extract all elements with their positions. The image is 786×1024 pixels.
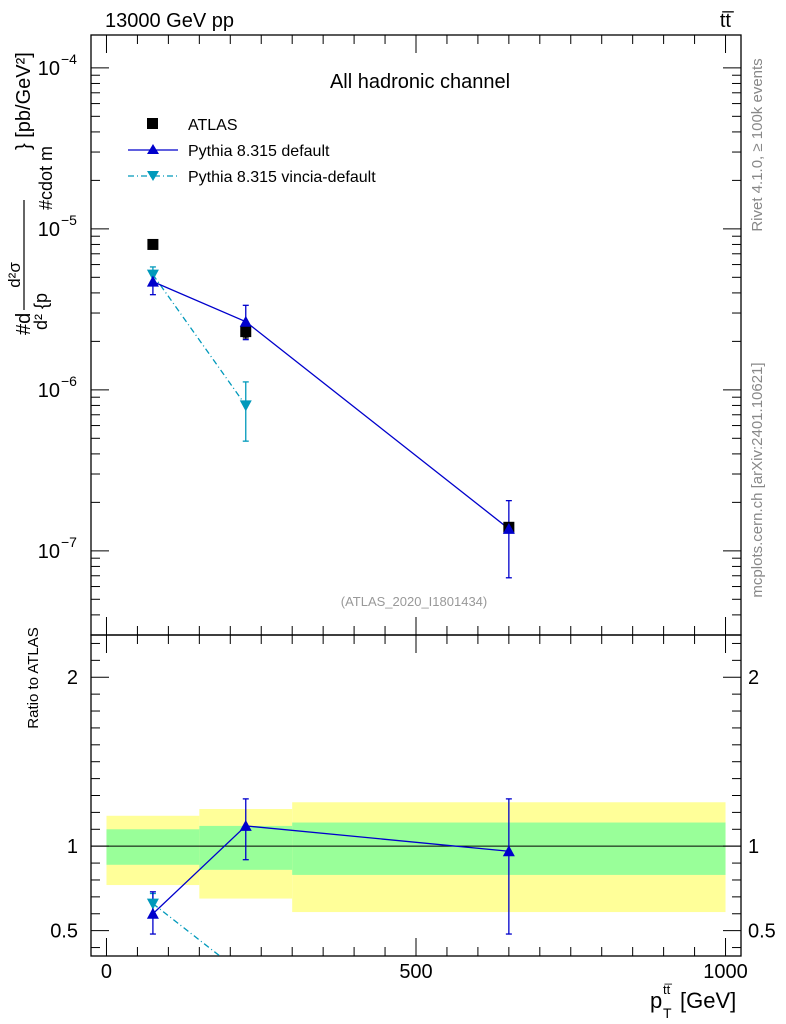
main-atlas-point-0 [147, 238, 159, 250]
legend: ATLAS Pythia 8.315 default Pythia 8.315 … [128, 117, 376, 186]
x-label-sub: T [663, 1005, 672, 1021]
ratio-y-tick-label: 2 [67, 667, 78, 689]
main-y-tick-label: 10 [38, 380, 60, 402]
ratio-vincia-line [152, 903, 221, 956]
process-label: tt̅ [720, 10, 734, 32]
y-label-denominator-tail: #cdot m [36, 146, 56, 210]
legend-vincia-marker [147, 171, 159, 181]
legend-default-label: Pythia 8.315 default [188, 143, 330, 160]
main-vincia-line [152, 274, 247, 406]
x-label-sup: tt̅ [663, 982, 672, 997]
y-label-numerator: d²σ [5, 262, 24, 288]
ratio-band-green-0 [106, 829, 200, 865]
chart-title: All hadronic channel [330, 71, 510, 93]
ratio-y-tick-label-right: 1 [748, 836, 759, 858]
main-y-tick-label: 10 [38, 541, 60, 563]
ratio-default-point-0 [146, 907, 159, 919]
main-y-tick-exponent: −5 [61, 212, 77, 228]
main-y-tick-label: 10 [38, 219, 60, 241]
main-y-tick-exponent: −6 [61, 373, 77, 389]
x-label-units: [GeV] [680, 988, 736, 1013]
main-vincia-point-0 [146, 269, 159, 281]
ratio-y-tick-label: 0.5 [50, 921, 78, 943]
ratio-default-point-1 [239, 819, 252, 831]
y-label-prefix: #d [13, 313, 35, 335]
legend-default-marker [147, 144, 159, 154]
y-label-units: } [pb/GeV²] [13, 52, 35, 150]
x-axis-label: p T tt̅ [GeV] [650, 982, 736, 1021]
main-y-axis-label: #d d²σ d² {p #cdot m } [pb/GeV²] [5, 52, 56, 335]
legend-atlas-marker [147, 118, 158, 129]
ratio-y-tick-label-right: 0.5 [748, 921, 776, 943]
main-y-tick-exponent: −4 [61, 51, 77, 67]
rivet-version-label: Rivet 4.1.0, ≥ 100k events [749, 58, 766, 231]
ratio-vincia-point-0 [146, 898, 159, 910]
ratio-y-tick-label-right: 2 [748, 667, 759, 689]
main-default-point-1 [239, 315, 252, 327]
main-default-line [152, 281, 510, 530]
analysis-watermark: (ATLAS_2020_I1801434) [341, 594, 487, 609]
x-tick-label: 0 [101, 961, 112, 983]
main-y-tick-exponent: −7 [61, 534, 77, 550]
main-default-point-0 [146, 275, 159, 287]
ratio-default-point-2 [502, 845, 515, 857]
main-vincia-point-1 [239, 400, 252, 412]
legend-vincia-label: Pythia 8.315 vincia-default [188, 169, 376, 186]
x-tick-label: 500 [399, 961, 432, 983]
main-default-point-2 [502, 522, 515, 534]
energy-label: 13000 GeV pp [105, 10, 234, 32]
main-atlas-point-1 [240, 326, 252, 338]
y-label-denominator: d² {p [31, 293, 51, 330]
x-tick-label: 1000 [703, 961, 748, 983]
x-label-p: p [650, 988, 662, 1013]
ratio-axis-label: Ratio to ATLAS [25, 627, 42, 728]
source-label: mcplots.cern.ch [arXiv:2401.10621] [749, 362, 766, 597]
legend-atlas-label: ATLAS [188, 117, 238, 134]
ratio-y-tick-label: 1 [67, 836, 78, 858]
main-y-tick-label: 10 [38, 58, 60, 80]
